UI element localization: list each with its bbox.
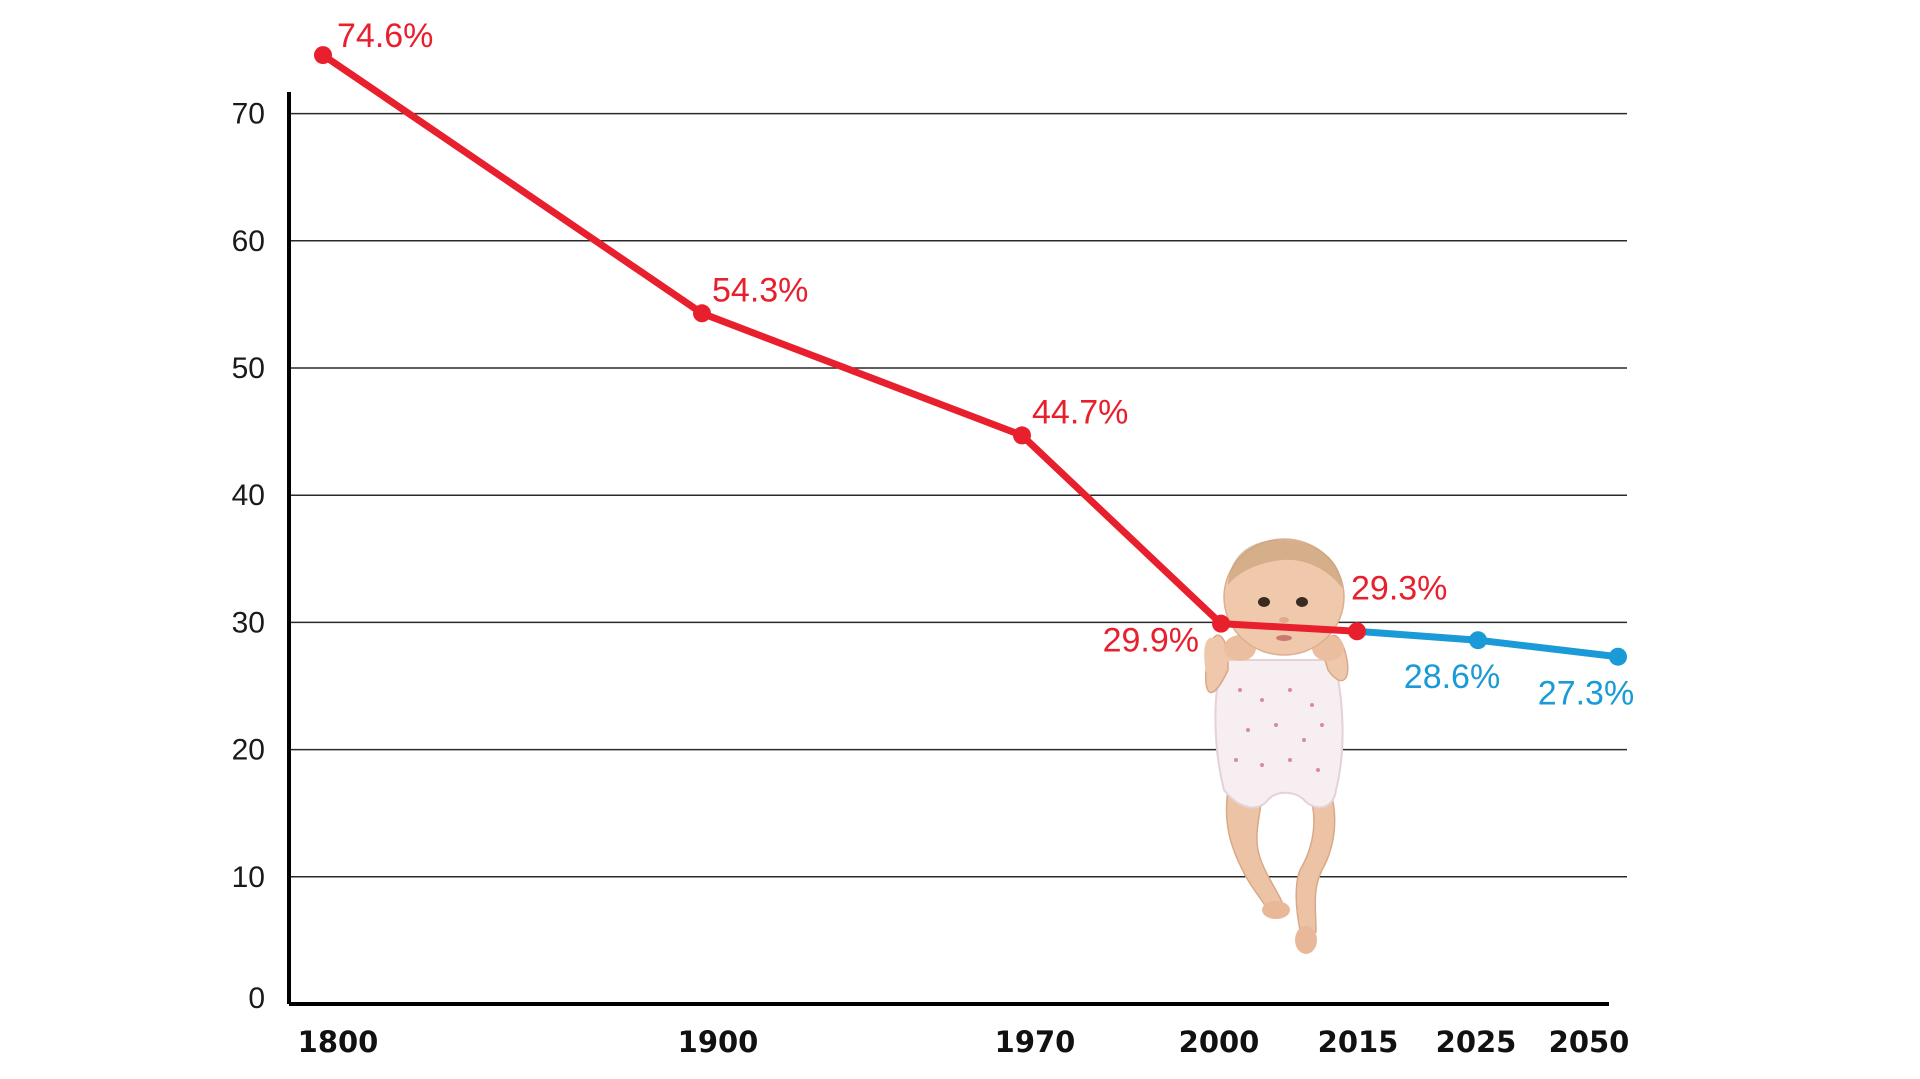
baby-hair [1228, 539, 1342, 588]
x-tick-labels: 1800 1900 1970 2000 2015 2025 2050 [298, 1025, 1630, 1059]
data-point-projected-2025 [1469, 631, 1487, 650]
data-points [314, 46, 1627, 666]
baby-left-upper-arm [1204, 637, 1232, 672]
gridlines [289, 112, 1627, 878]
baby-left-foot [1262, 901, 1290, 919]
data-point-historical-2000 [1212, 614, 1230, 633]
baby-right-foot [1295, 926, 1317, 954]
y-tick-label: 20 [232, 734, 265, 767]
baby-illustration [1204, 538, 1349, 954]
y-tick-label: 60 [232, 225, 265, 258]
data-point-historical-2015 [1348, 622, 1366, 641]
data-label-historical-1970: 44.7% [1032, 393, 1128, 431]
data-point-historical-1900 [693, 304, 711, 323]
data-point-historical-1800 [314, 46, 332, 65]
x-tick-label: 2025 [1436, 1025, 1517, 1059]
data-point-projected-2050 [1609, 647, 1627, 666]
x-tick-label: 1900 [678, 1025, 759, 1059]
data-label-historical-2015: 29.3% [1351, 569, 1447, 607]
data-label-historical-1800: 74.6% [337, 17, 433, 55]
axes [287, 92, 1609, 1006]
baby-nose [1279, 617, 1289, 623]
data-point-historical-1970 [1013, 426, 1031, 445]
x-tick-label: 2015 [1318, 1025, 1399, 1059]
y-tick-label: 0 [248, 982, 265, 1015]
data-label-projected-2025: 28.6% [1404, 658, 1500, 696]
x-tick-label: 1970 [995, 1025, 1076, 1059]
series-line-projected [1353, 627, 1622, 661]
data-label-historical-2000: 29.9% [1103, 622, 1199, 660]
data-label-projected-2050: 27.3% [1538, 675, 1634, 713]
x-tick-label: 1800 [298, 1025, 379, 1059]
y-tick-label: 10 [232, 861, 265, 894]
baby-right-leg [1295, 789, 1336, 933]
onesie-dots [1234, 688, 1324, 772]
series-lines [319, 51, 1622, 661]
x-tick-label: 2050 [1549, 1025, 1630, 1059]
series-line-historical [319, 51, 1361, 635]
baby-onesie [1214, 659, 1344, 809]
y-tick-label: 40 [232, 479, 265, 512]
y-tick-label: 50 [232, 352, 265, 385]
data-label-historical-1900: 54.3% [712, 271, 808, 309]
baby-right-eye [1296, 597, 1308, 607]
baby-left-eye [1258, 597, 1270, 607]
baby-mouth [1276, 635, 1292, 641]
data-labels: 74.6% 54.3% 44.7% 29.9% 29.3% 28.6% 27.3% [337, 17, 1634, 713]
y-tick-label: 70 [232, 98, 265, 131]
y-tick-labels: 0 10 20 30 40 50 60 70 [232, 98, 265, 1015]
x-tick-label: 2000 [1179, 1025, 1260, 1059]
y-tick-label: 30 [232, 606, 265, 639]
